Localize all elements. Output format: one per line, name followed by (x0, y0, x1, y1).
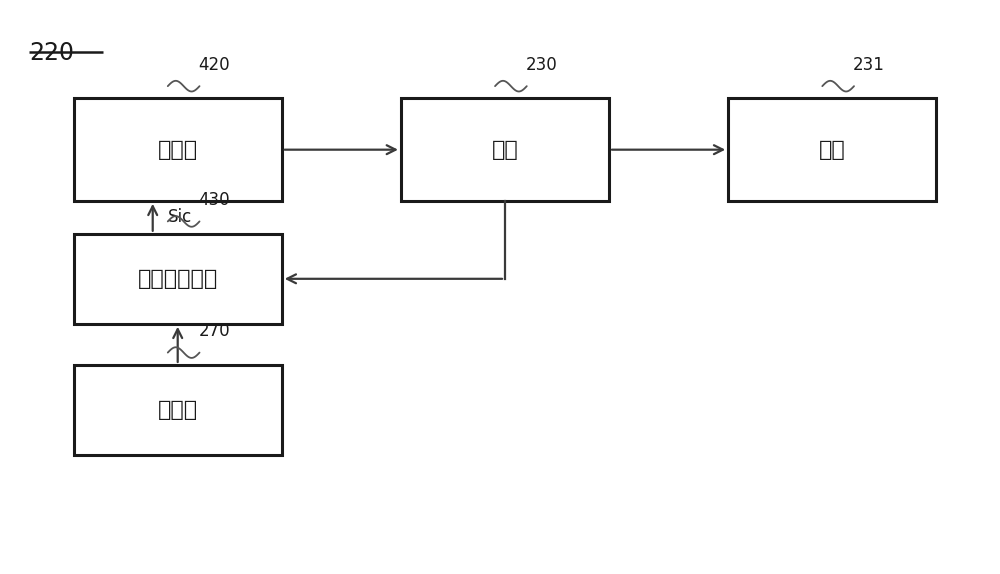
Bar (74, 234, 282, 324)
Text: 逆变器控制部: 逆变器控制部 (138, 269, 218, 289)
Text: 220: 220 (29, 41, 74, 65)
Text: Sic: Sic (168, 208, 192, 226)
Bar (728, 99, 936, 201)
Text: 230: 230 (526, 56, 558, 74)
Text: 231: 231 (853, 56, 885, 74)
Bar (74, 365, 282, 455)
Text: 存储器: 存储器 (158, 400, 198, 420)
Text: 逆变器: 逆变器 (158, 139, 198, 160)
Bar (74, 99, 282, 201)
Text: 430: 430 (199, 191, 230, 209)
Text: 马达: 马达 (492, 139, 518, 160)
Text: 负载: 负载 (819, 139, 846, 160)
Text: 270: 270 (199, 322, 230, 340)
Text: 420: 420 (199, 56, 230, 74)
Bar (401, 99, 609, 201)
